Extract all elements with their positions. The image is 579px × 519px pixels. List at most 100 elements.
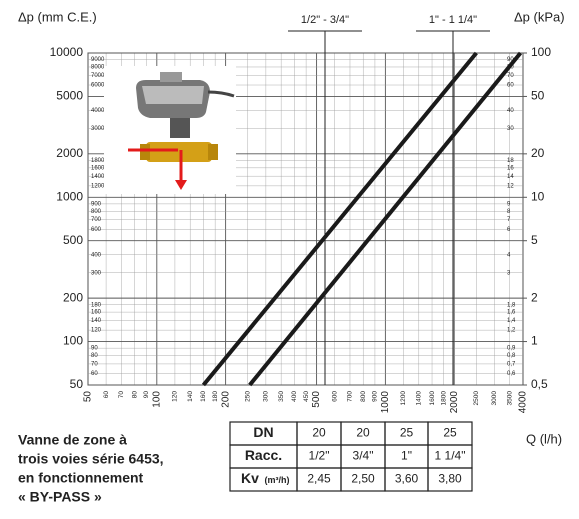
y-tick-label: 800: [91, 209, 102, 215]
y-tick-label: 200: [63, 290, 83, 304]
stem: [170, 118, 190, 138]
y-tick-label: 70: [91, 361, 98, 367]
caption: Vanne de zone à trois voies série 6453, en…: [18, 432, 164, 505]
kv-unit: (m³/h): [265, 475, 290, 485]
y2-tick-label: 1,8: [507, 302, 516, 308]
y2-tick-label: 20: [531, 146, 545, 160]
y2-tick-label: 10: [531, 189, 545, 203]
x-tick-label: 120: [172, 391, 179, 402]
table-row-header: Kv: [241, 470, 259, 486]
y-tick-label: 1800: [91, 158, 105, 164]
y-tick-label: 1200: [91, 183, 105, 189]
x-tick-label: 350: [278, 391, 285, 402]
y-tick-label: 60: [91, 371, 98, 377]
y2-tick-label: 1,6: [507, 310, 516, 316]
x-tick-label: 200: [220, 391, 231, 408]
x-tick-label: 2000: [449, 391, 460, 414]
valve-image: [104, 66, 236, 194]
caption-line: Vanne de zone à: [18, 432, 127, 448]
y2-tick-label: 1,2: [507, 328, 516, 334]
table-cell-text: 25: [400, 426, 414, 440]
y-tick-label: 7000: [91, 73, 105, 79]
x-tick-label: 50: [83, 391, 94, 403]
y-tick-label: 90: [91, 346, 98, 352]
y2-tick-label: 0,6: [507, 371, 516, 377]
chart: Δp (mm C.E.) Δp (kPa) Q (l/h) 6070809012…: [0, 0, 579, 519]
y2-tick-label: 60: [507, 83, 514, 89]
x-tick-label: 4000: [518, 391, 529, 414]
x-tick-label: 180: [212, 391, 219, 402]
table-cell-text: 1 1/4": [435, 449, 466, 463]
y2-axis-title: Δp (kPa): [514, 9, 565, 24]
fitting: [140, 144, 150, 160]
y-tick-label: 500: [63, 233, 83, 247]
y-tick-label: 160: [91, 310, 102, 316]
x-tick-label: 700: [347, 391, 354, 402]
table-cell-text: 20: [356, 426, 370, 440]
y-tick-label: 80: [91, 353, 98, 359]
y2-tick-label: 0,5: [531, 377, 548, 391]
table-cell-text: 3,80: [438, 472, 462, 486]
x-tick-label: 400: [291, 391, 298, 402]
x-tick-label: 80: [131, 391, 138, 399]
y2-tick-label: 30: [507, 126, 514, 132]
y2-tick-label: 50: [531, 89, 545, 103]
y2-tick-label: 40: [507, 108, 514, 114]
y2-tick-label: 16: [507, 165, 514, 171]
x-tick-label: 2500: [473, 391, 480, 406]
x-tick-label: 160: [200, 391, 207, 402]
table-cell-text: 25: [443, 426, 457, 440]
caption-line: « BY-PASS »: [18, 489, 102, 505]
y-tick-label: 1000: [56, 189, 83, 203]
y-tick-label: 180: [91, 302, 102, 308]
y-tick-label: 3000: [91, 126, 105, 132]
y-tick-label: 120: [91, 328, 102, 334]
y-tick-label: 400: [91, 252, 102, 258]
x-tick-label: 70: [118, 391, 125, 399]
x-tick-label: 100: [151, 391, 162, 408]
caption-line: trois voies série 6453,: [18, 451, 164, 467]
y-tick-label: 50: [70, 377, 84, 391]
table-row-header: Racc.: [245, 447, 282, 463]
x-tick-label: 3000: [491, 391, 498, 406]
table-cell-text: 20: [312, 426, 326, 440]
x-tick-label: 1000: [380, 391, 391, 414]
actuator-face: [142, 86, 204, 104]
x-tick-label: 3500: [506, 391, 513, 406]
y-tick-label: 1600: [91, 165, 105, 171]
x-tick-label: 1400: [416, 391, 423, 406]
caption-line: en fonctionnement: [18, 470, 144, 486]
y-tick-label: 1400: [91, 174, 105, 180]
fitting: [208, 144, 218, 160]
x-tick-label: 600: [331, 391, 338, 402]
y2-tick-label: 0,7: [507, 361, 516, 367]
x-axis-title: Q (l/h): [526, 431, 562, 446]
x-tick-label: 250: [244, 391, 251, 402]
y2-tick-label: 12: [507, 183, 514, 189]
y2-tick-label: 1,4: [507, 318, 516, 324]
series-label: 1" - 1 1/4": [429, 14, 477, 26]
x-tick-label: 1200: [400, 391, 407, 406]
actuator-top: [160, 72, 182, 82]
y-tick-label: 900: [91, 201, 102, 207]
y-tick-label: 8000: [91, 65, 105, 71]
y-tick-label: 2000: [56, 146, 83, 160]
y2-tick-label: 0,9: [507, 346, 516, 352]
y-tick-label: 4000: [91, 108, 105, 114]
y-tick-label: 9000: [91, 57, 105, 63]
y-tick-label: 100: [63, 334, 83, 348]
table-cell-text: 2,50: [351, 472, 375, 486]
x-tick-label: 800: [360, 391, 367, 402]
y-tick-label: 6000: [91, 83, 105, 89]
table-row-header: DN: [253, 424, 273, 440]
table-cell-text: 3/4": [353, 449, 374, 463]
y2-tick-label: 1: [531, 334, 538, 348]
y2-tick-label: 100: [531, 45, 551, 59]
y2-tick-label: 5: [531, 233, 538, 247]
y-axis-title: Δp (mm C.E.): [18, 9, 97, 24]
y-tick-label: 140: [91, 318, 102, 324]
x-tick-label: 60: [103, 391, 110, 399]
y-tick-label: 5000: [56, 89, 83, 103]
x-tick-label: 300: [263, 391, 270, 402]
